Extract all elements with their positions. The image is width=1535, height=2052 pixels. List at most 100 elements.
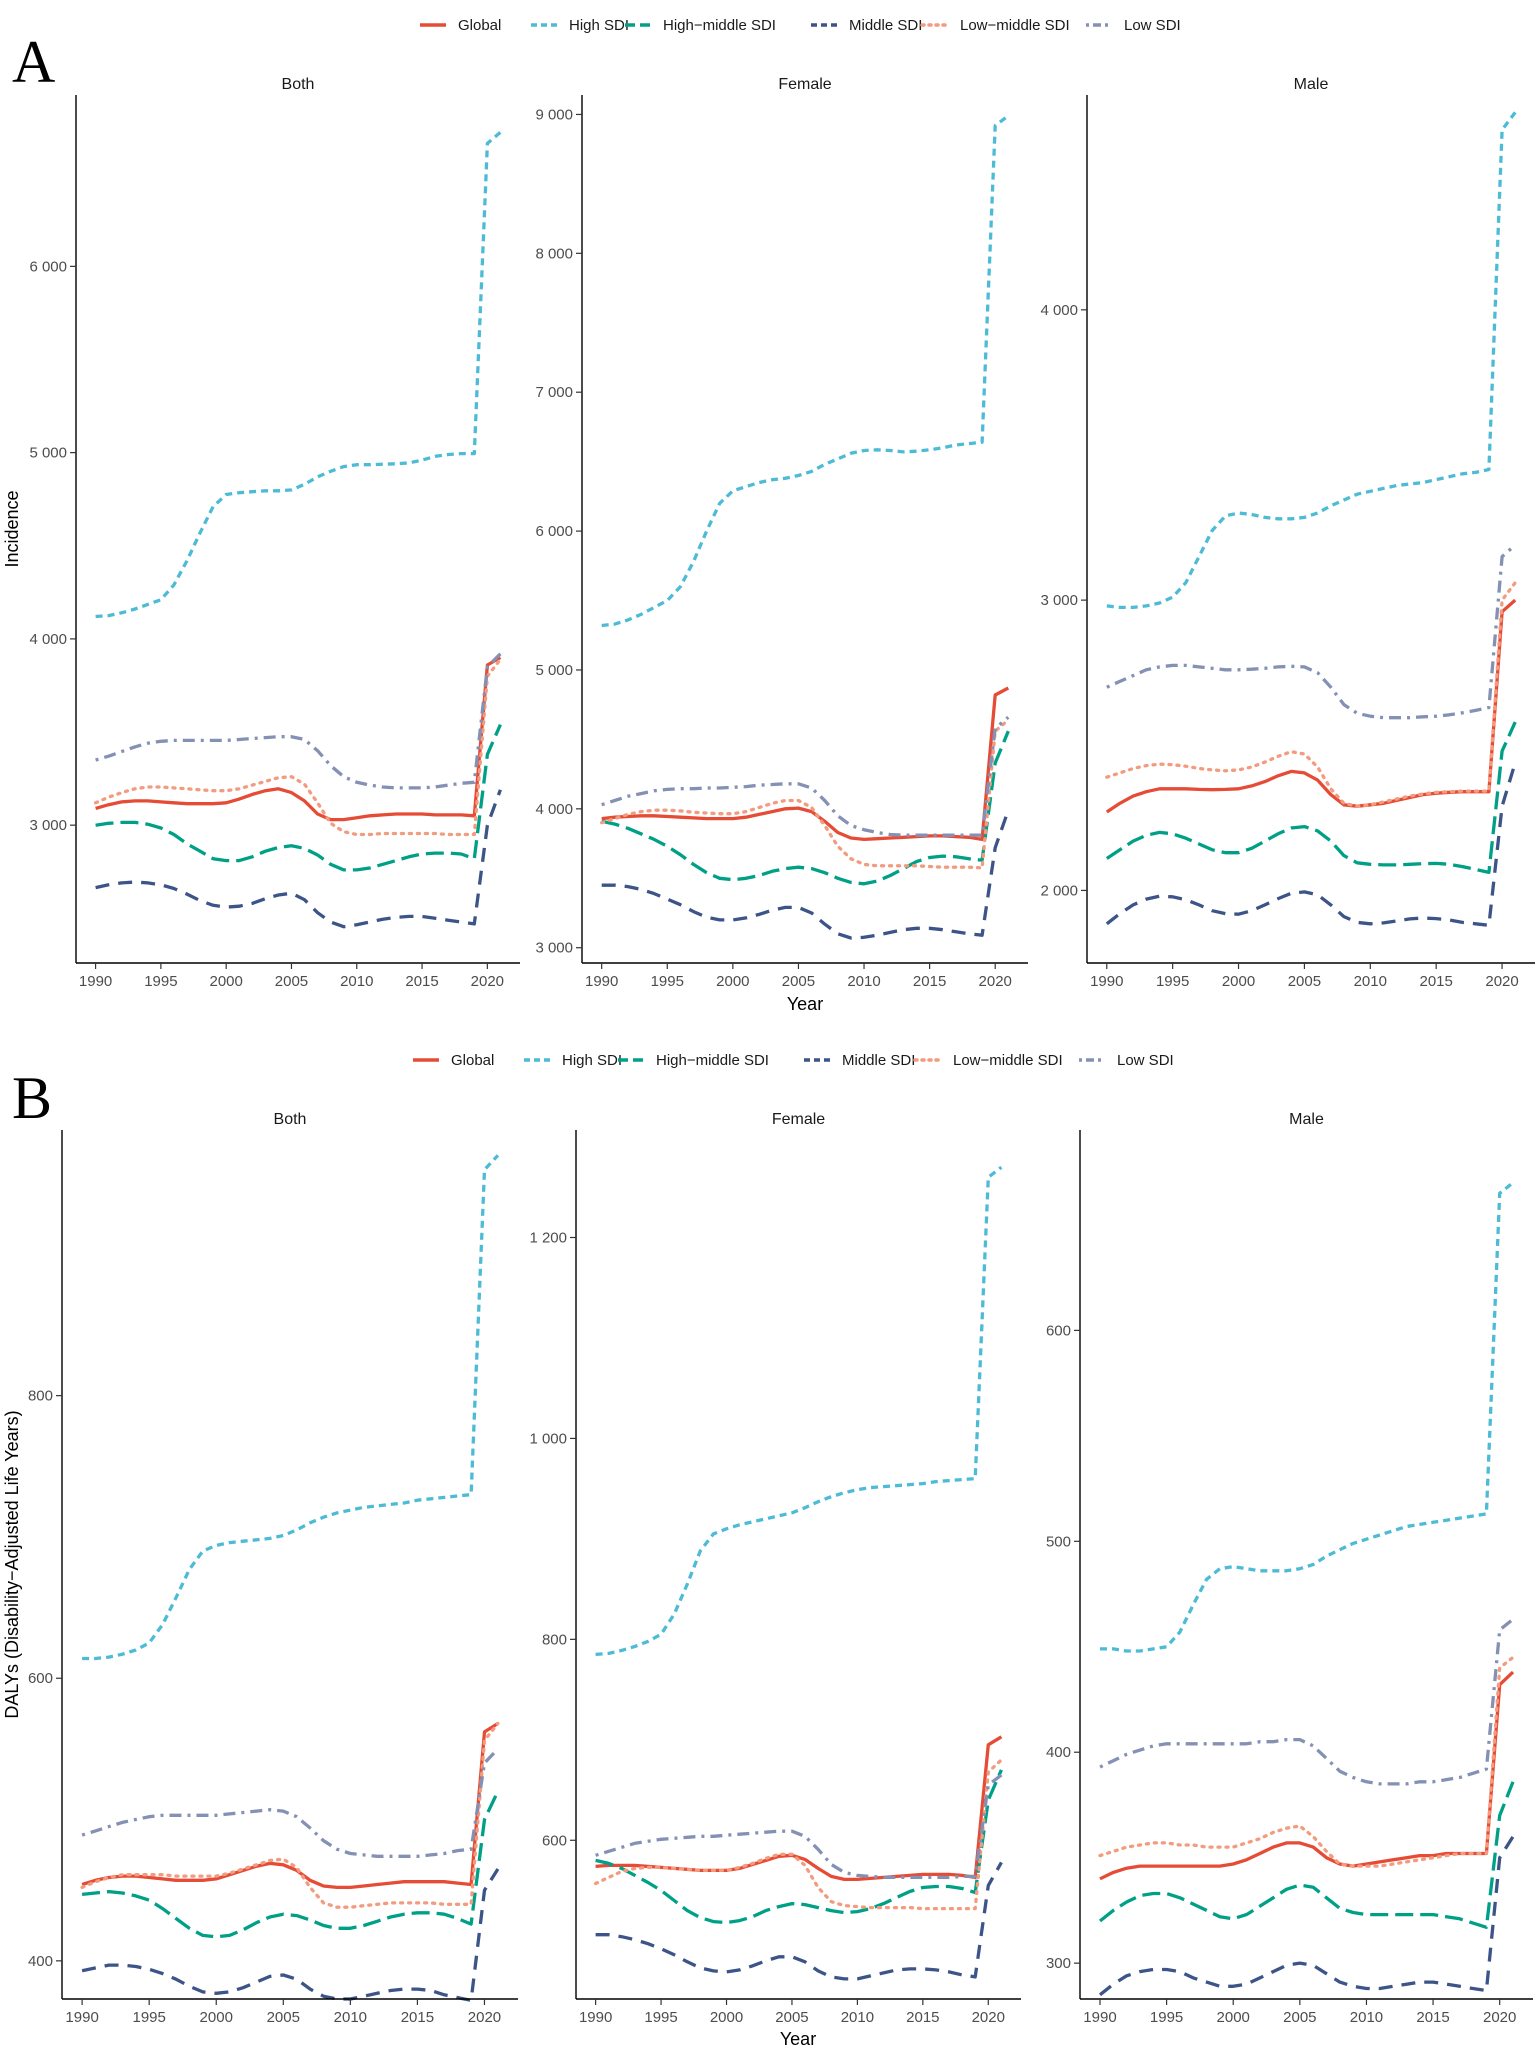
x-tick-label: 1995 — [144, 973, 177, 990]
facet-title-both: Both — [282, 76, 315, 93]
x-tick-label: 2000 — [1217, 2009, 1250, 2026]
y-axis-title-a: Incidence — [2, 490, 22, 567]
panel-b-dalys: DALYs (Disability−Adjusted Life Years) Bo… — [2, 1111, 1533, 2026]
legend-item-global: Global — [420, 17, 501, 34]
x-tick-label: 2010 — [1350, 2009, 1383, 2026]
series-line-middle-sdi — [601, 809, 1010, 940]
x-tick-label: 1995 — [1156, 973, 1189, 990]
x-tick-label: 2015 — [401, 2009, 434, 2026]
x-tick-label: 2020 — [468, 2009, 501, 2026]
series-line-low-middle-sdi — [80, 1721, 500, 1909]
facet-both: Both 3 000 4 000 5 000 6 000 1990 1995 2000 2005… — [29, 76, 520, 990]
x-tick-label: 1995 — [651, 973, 684, 990]
y-tick-label: 4 000 — [535, 801, 573, 818]
legend-label-low-sdi: Low SDI — [1117, 1052, 1174, 1069]
legend-item-low-middle-sdi: Low−middle SDI — [920, 17, 1070, 34]
facet-female: Female 3 000 4 000 5 000 6 000 7 000 8 000 9 00… — [535, 76, 1028, 990]
legend-label-high-sdi: High SDI — [562, 1052, 622, 1069]
series-line-high-sdi — [95, 131, 502, 619]
facet-title-both: Both — [274, 1111, 307, 1128]
x-tick-label: 2010 — [841, 2009, 874, 2026]
legend-label-global: Global — [451, 1052, 494, 1069]
facet-title-female: Female — [778, 76, 831, 93]
x-tick-label: 2015 — [906, 2009, 939, 2026]
x-tick-label: 1990 — [1090, 973, 1123, 990]
x-tick-label: 2005 — [782, 973, 815, 990]
x-tick-label: 2015 — [1419, 973, 1452, 990]
y-tick-label: 3 000 — [29, 817, 67, 834]
series-line-low-sdi — [595, 1773, 1003, 1880]
x-tick-label: 2010 — [1354, 973, 1387, 990]
series-line-high-middle-sdi — [81, 1790, 500, 1939]
series-line-low-middle-sdi — [93, 657, 503, 837]
legend-item-high-sdi: High SDI — [531, 17, 629, 34]
x-tick-label: 2005 — [1288, 973, 1321, 990]
series-line-high-middle-sdi — [601, 730, 1010, 886]
x-tick-label: 2020 — [979, 973, 1012, 990]
legend-item-low-sdi: Low SDI — [1086, 17, 1181, 34]
y-tick-label: 2 000 — [1040, 882, 1078, 899]
series-line-global — [601, 686, 1010, 842]
legend-item-low-middle-sdi: Low−middle SDI — [913, 1052, 1063, 1069]
series-line-low-sdi — [81, 1747, 500, 1858]
y-tick-label: 600 — [28, 1670, 53, 1687]
x-axis-title-a: Year — [787, 994, 823, 1014]
x-tick-label: 2020 — [972, 2009, 1005, 2026]
series-line-low-middle-sdi — [600, 718, 1010, 870]
series-line-global — [81, 1722, 499, 1890]
legend-label-low-middle-sdi: Low−middle SDI — [953, 1052, 1063, 1069]
series-line-middle-sdi — [1105, 762, 1517, 927]
x-tick-label: 2000 — [209, 973, 242, 990]
series-line-low-middle-sdi — [1105, 581, 1517, 808]
y-tick-label: 500 — [1046, 1533, 1071, 1550]
series-line-low-sdi — [1106, 543, 1517, 720]
series-line-high-middle-sdi — [1105, 721, 1517, 875]
y-tick-label: 400 — [28, 1953, 53, 1970]
panel-label-a: A — [12, 29, 55, 95]
series-line-middle-sdi — [595, 1861, 1003, 1981]
facet-both: Both 400 600 800 1990 1995 2000 2005 2010 2015 202… — [28, 1111, 518, 2026]
series-line-high-middle-sdi — [95, 723, 502, 872]
legend-item-global: Global — [413, 1052, 494, 1069]
series-line-high-sdi — [82, 1154, 500, 1661]
facet-female: Female 600 800 1 000 1 200 1990 1995 2000 2005 20… — [529, 1111, 1021, 2026]
series-line-low-middle-sdi — [593, 1758, 1004, 1911]
legend-item-high-sdi: High SDI — [524, 1052, 622, 1069]
x-tick-label: 1990 — [1083, 2009, 1116, 2026]
x-tick-label: 2005 — [1283, 2009, 1316, 2026]
x-tick-label: 2015 — [913, 973, 946, 990]
legend-item-high-middle-sdi: High−middle SDI — [618, 1052, 769, 1069]
y-tick-label: 5 000 — [535, 662, 573, 679]
legend-label-high-middle-sdi: High−middle SDI — [663, 17, 776, 34]
y-tick-label: 400 — [1046, 1744, 1071, 1761]
y-tick-label: 4 000 — [29, 631, 67, 648]
x-tick-label: 1995 — [132, 2009, 165, 2026]
legend-label-low-middle-sdi: Low−middle SDI — [960, 17, 1070, 34]
y-tick-label: 5 000 — [29, 445, 67, 462]
x-tick-label: 2000 — [200, 2009, 233, 2026]
series-line-low-sdi — [601, 715, 1010, 837]
series-line-global — [95, 656, 502, 822]
y-tick-label: 7 000 — [535, 384, 573, 401]
x-tick-label: 1990 — [579, 2009, 612, 2026]
x-tick-label: 2000 — [710, 2009, 743, 2026]
series-line-low-middle-sdi — [1098, 1655, 1515, 1868]
y-tick-label: 600 — [542, 1832, 567, 1849]
series-line-middle-sdi — [81, 1868, 500, 2003]
y-tick-label: 1 000 — [529, 1430, 567, 1447]
series-line-high-middle-sdi — [1098, 1781, 1515, 1929]
x-tick-label: 2020 — [1483, 2009, 1516, 2026]
series-line-low-sdi — [95, 652, 502, 790]
x-tick-label: 2020 — [1485, 973, 1518, 990]
y-tick-label: 4 000 — [1040, 302, 1078, 319]
legend-panel-b: Global High SDI High−middle SDI Middle SDI L… — [413, 1052, 1174, 1069]
y-tick-label: 8 000 — [535, 245, 573, 262]
y-tick-label: 300 — [1046, 1955, 1071, 1972]
x-tick-label: 2010 — [334, 2009, 367, 2026]
y-tick-label: 6 000 — [29, 258, 67, 275]
legend-label-middle-sdi: Middle SDI — [842, 1052, 915, 1069]
legend-panel-a: Global High SDI High−middle SDI Middle SDI L… — [420, 17, 1181, 34]
x-tick-label: 1990 — [79, 973, 112, 990]
series-line-high-sdi — [595, 1165, 1003, 1657]
